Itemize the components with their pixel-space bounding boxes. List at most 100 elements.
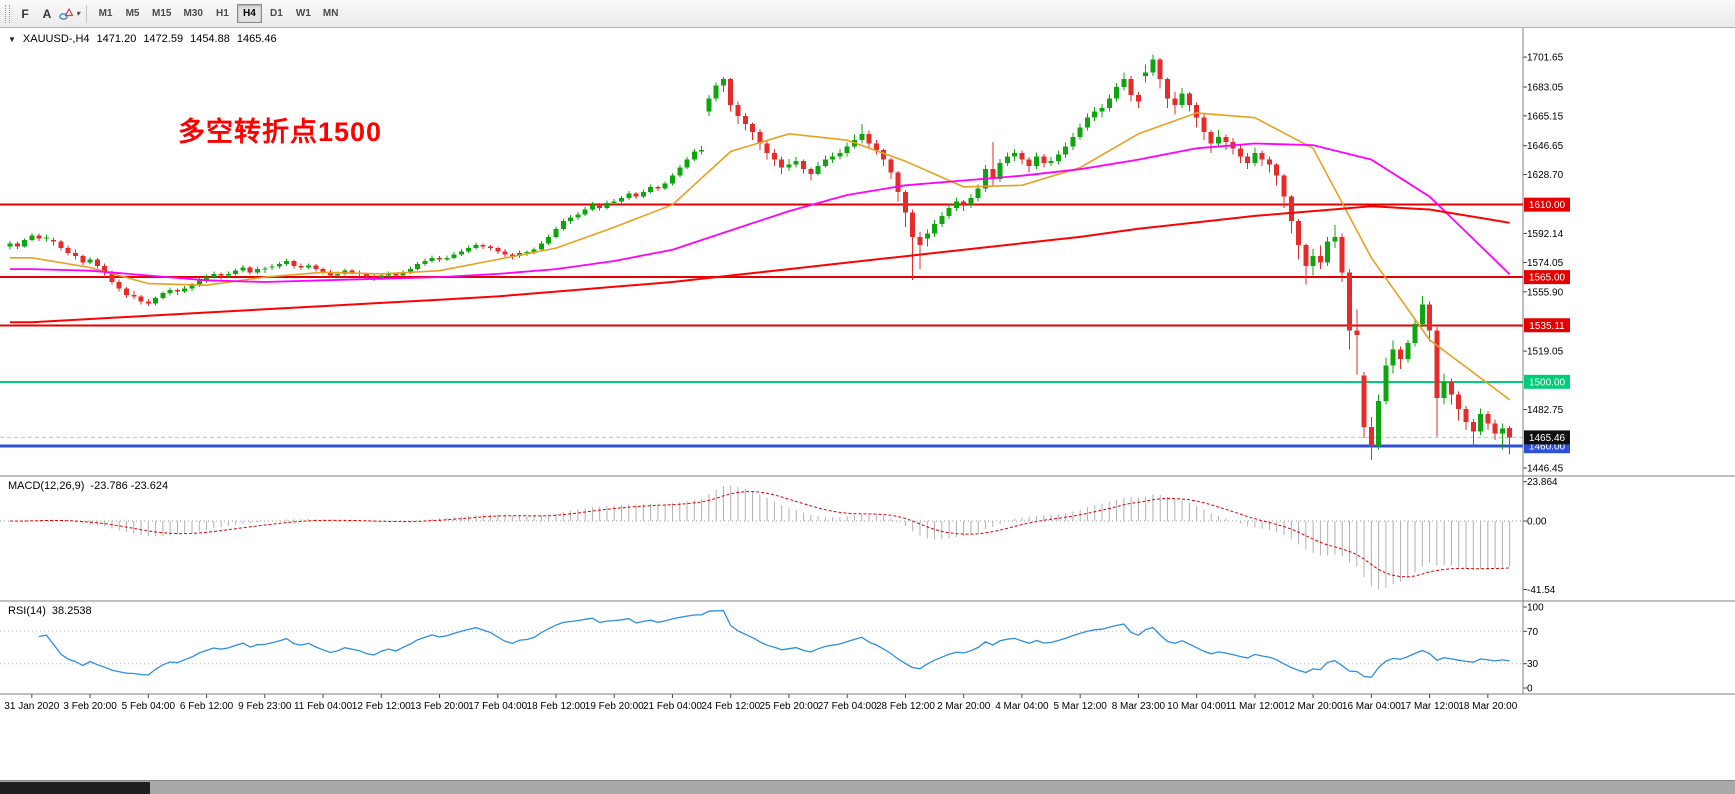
candle-body xyxy=(757,132,763,144)
time-label: 3 Feb 20:00 xyxy=(63,701,117,712)
candle-body xyxy=(582,209,588,215)
dropdown-caret-icon: ▾ xyxy=(76,9,81,18)
time-axis[interactable]: 31 Jan 2020 3 Feb 20:00 5 Feb 04:00 6 Feb 1… xyxy=(4,694,1518,712)
toolbar: F A ▾ M1 M5 M15 M30 H1 H4 D1 W1 MN xyxy=(0,0,1735,28)
candle-body xyxy=(1201,117,1207,133)
price-tick-label: 1555.90 xyxy=(1527,287,1564,298)
time-label: 6 Feb 12:00 xyxy=(180,701,234,712)
candle-body xyxy=(575,214,581,218)
candle-body xyxy=(116,281,122,289)
price-badge-label: 1610.00 xyxy=(1529,200,1566,211)
candle-body xyxy=(779,159,785,168)
candle-body xyxy=(422,261,428,265)
price-tick-label: 1482.75 xyxy=(1527,405,1564,416)
candle-body xyxy=(415,264,421,270)
candle-body xyxy=(502,251,508,255)
ohlc-high: 1472.59 xyxy=(143,33,184,45)
candles-layer xyxy=(7,54,1513,460)
candle-body xyxy=(1150,59,1156,73)
candle-body xyxy=(546,236,552,244)
candle-body xyxy=(837,153,843,157)
panel-frame xyxy=(0,28,1735,695)
candle-body xyxy=(1361,375,1367,427)
candle-body xyxy=(1237,148,1243,157)
timeframe-button-m1[interactable]: M1 xyxy=(98,8,113,19)
timeframe-button-mn[interactable]: MN xyxy=(322,8,339,19)
fibonacci-tool-icon[interactable]: F xyxy=(21,6,29,21)
candle-body xyxy=(1099,108,1105,112)
candle-body xyxy=(58,241,64,249)
price-badge-label: 1565.00 xyxy=(1529,273,1566,284)
timeframe-button-m15[interactable]: M15 xyxy=(152,8,172,19)
macd-values: -23.786 -23.624 xyxy=(90,480,169,492)
time-label: 24 Feb 12:00 xyxy=(701,701,760,712)
time-label: 10 Mar 04:00 xyxy=(1167,701,1226,712)
candle-body xyxy=(648,186,654,192)
candle-body xyxy=(313,265,319,270)
candle-body xyxy=(378,275,384,279)
candle-body xyxy=(1339,236,1345,273)
candle-body xyxy=(873,143,879,150)
candle-body xyxy=(320,269,326,273)
candle-body xyxy=(305,265,311,268)
candle-body xyxy=(946,207,952,216)
candle-body xyxy=(597,204,603,208)
timeframe-button-w1[interactable]: W1 xyxy=(295,8,311,19)
candle-body xyxy=(1012,153,1018,157)
candle-body xyxy=(888,159,894,173)
candle-body xyxy=(196,280,202,286)
candle-body xyxy=(640,191,646,197)
candle-body xyxy=(364,273,370,278)
price-tick-label: 1519.05 xyxy=(1527,347,1564,358)
candle-body xyxy=(1063,146,1069,155)
candle-body xyxy=(1274,164,1280,176)
candle-body xyxy=(750,124,756,133)
candle-body xyxy=(174,290,180,292)
candle-body xyxy=(473,244,479,249)
time-label: 13 Feb 20:00 xyxy=(410,701,469,712)
candle-body xyxy=(153,298,159,304)
candle-body xyxy=(386,273,392,276)
time-label: 21 Feb 04:00 xyxy=(643,701,702,712)
annotation-text[interactable]: 多空转折点1500 xyxy=(178,117,383,147)
time-label: 8 Mar 23:00 xyxy=(1112,701,1166,712)
ohlc-close: 1465.46 xyxy=(236,33,277,45)
scrollbar-thumb[interactable] xyxy=(0,782,150,794)
time-label: 12 Feb 12:00 xyxy=(352,701,411,712)
time-label: 16 Mar 04:00 xyxy=(1342,701,1401,712)
timeframe-button-d1[interactable]: D1 xyxy=(270,8,283,19)
candle-body xyxy=(553,228,559,237)
text-tool-icon[interactable]: A xyxy=(42,6,52,21)
price-tick-label: 1701.65 xyxy=(1527,53,1564,64)
horizontal-scrollbar[interactable] xyxy=(0,780,1735,794)
rsi-indicator-label: RSI(14) 38.2538 xyxy=(8,605,92,617)
candle-body xyxy=(669,175,675,184)
timeframe-button-h4[interactable]: H4 xyxy=(236,4,262,23)
candle-body xyxy=(451,254,457,258)
candle-body xyxy=(429,257,435,262)
toolbar-grip[interactable] xyxy=(5,4,10,23)
price-axis[interactable]: 1701.65 1683.05 1665.15 1646.65 1628.70 1592.… xyxy=(1523,53,1570,475)
candle-body xyxy=(589,204,595,210)
candle-body xyxy=(619,198,625,202)
price-tick-label: 1628.70 xyxy=(1527,170,1564,181)
candle-body xyxy=(1259,153,1265,160)
candle-body xyxy=(771,153,777,160)
candle-body xyxy=(487,246,493,249)
price-tick-label: 1592.14 xyxy=(1527,229,1564,240)
timeframe-button-h1[interactable]: H1 xyxy=(216,8,229,19)
candle-body xyxy=(531,249,537,253)
candle-body xyxy=(830,156,836,160)
candle-body xyxy=(604,203,610,208)
timeframe-button-m30[interactable]: M30 xyxy=(183,8,203,19)
candle-body xyxy=(866,133,872,144)
timeframe-button-m5[interactable]: M5 xyxy=(125,8,140,19)
candle-body xyxy=(400,272,406,276)
price-badge-label: 1460.00 xyxy=(1529,442,1566,453)
candle-body xyxy=(495,248,501,252)
candle-body xyxy=(1143,72,1149,76)
shapes-tool-icon[interactable]: ▾ xyxy=(58,4,81,24)
candle-body xyxy=(437,257,443,260)
